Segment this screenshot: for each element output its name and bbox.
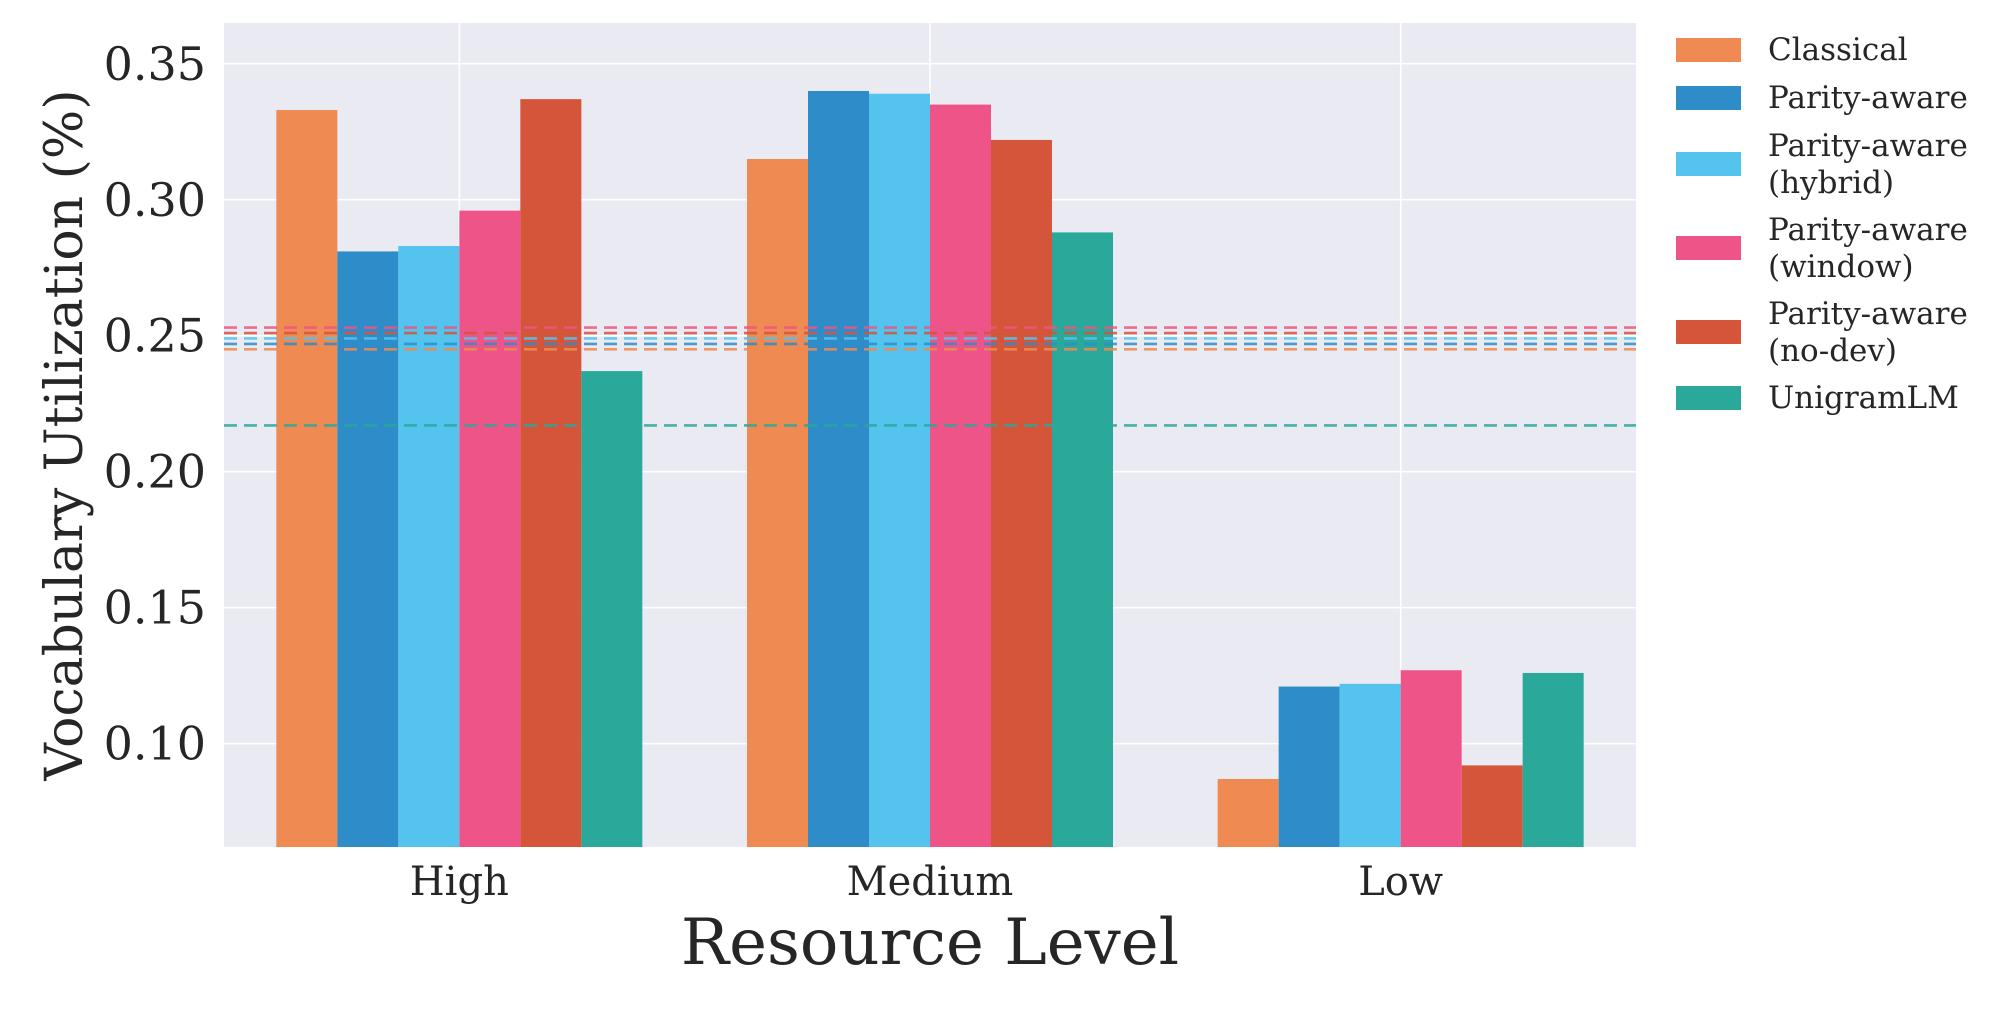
bar	[991, 139, 1052, 848]
x-axis-label: Resource Level	[681, 906, 1179, 980]
y-tick-label: 0.15	[104, 581, 206, 635]
bar	[1461, 765, 1523, 847]
x-tick-label: High	[410, 859, 509, 905]
legend-label: Parity-aware (no-dev)	[1768, 296, 1968, 369]
bar	[276, 110, 338, 848]
bar	[747, 158, 808, 847]
y-axis-label: Vocabulary Utilization (%)	[35, 89, 95, 781]
legend-label: UnigramLM	[1768, 380, 1959, 416]
bar	[337, 251, 399, 847]
legend-label: Parity-aware (window)	[1768, 212, 1968, 285]
legend-swatch	[1676, 320, 1741, 344]
legend-swatch	[1676, 38, 1741, 62]
mean-lines	[224, 326, 1636, 427]
y-tick-label: 0.30	[104, 173, 206, 227]
legend-swatch	[1676, 152, 1741, 176]
y-axis: 0.10 0.15 0.20 0.25 0.30 0.35	[104, 37, 206, 771]
x-axis: High Medium Low	[410, 859, 1443, 905]
x-tick-label: Medium	[847, 859, 1014, 905]
x-tick-label: Low	[1358, 859, 1443, 905]
bar	[869, 93, 930, 847]
bar	[1052, 232, 1113, 847]
y-tick-label: 0.10	[104, 717, 206, 771]
y-tick-label: 0.20	[104, 445, 206, 499]
bar	[1522, 672, 1584, 847]
bar	[930, 104, 991, 847]
legend: Classical Parity-aware Parity-aware (hybrid…	[1676, 32, 1968, 416]
bar	[1400, 670, 1462, 847]
bars	[276, 90, 1584, 848]
y-tick-label: 0.25	[104, 309, 206, 363]
legend-label: Parity-aware	[1768, 80, 1968, 116]
y-tick-label: 0.35	[104, 37, 206, 91]
legend-swatch	[1676, 386, 1741, 410]
bar	[398, 245, 460, 847]
bar	[520, 99, 582, 848]
bar	[581, 371, 643, 847]
bar	[1339, 683, 1401, 847]
legend-label: Classical	[1768, 32, 1908, 68]
bar	[808, 90, 869, 847]
legend-swatch	[1676, 86, 1741, 110]
bar	[459, 210, 521, 848]
bar	[1217, 779, 1279, 847]
bar	[1278, 686, 1340, 847]
legend-swatch	[1676, 236, 1741, 260]
legend-label: Parity-aware (hybrid)	[1768, 128, 1968, 201]
